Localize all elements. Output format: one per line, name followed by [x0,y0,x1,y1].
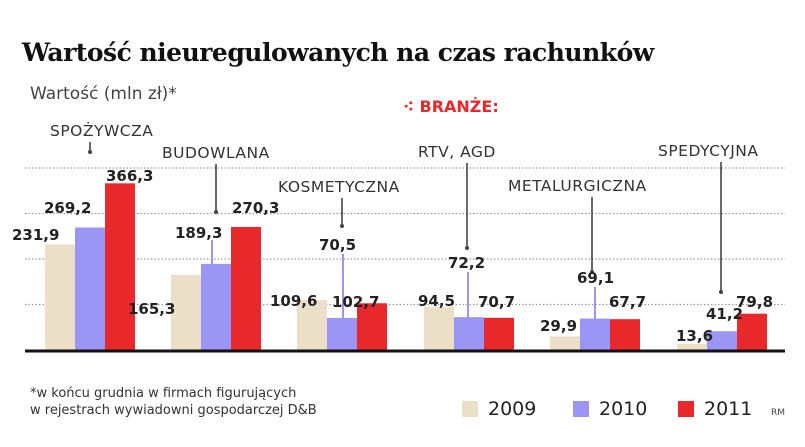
leader-dot [340,224,344,228]
bar-2011 [357,303,387,350]
category-label: METALURGICZNA [508,177,647,195]
value-label-2009: 231,9 [12,226,59,244]
bar-2010 [707,331,737,350]
value-label-2010: 69,1 [577,269,614,287]
legend-label-2011: 2011 [704,398,753,420]
footnote-line-2: w rejestrach wywiadowni gospodarczej D&B [30,403,317,418]
value-label-2011: 79,8 [736,293,773,311]
bar-2009 [550,336,580,350]
bar-2010 [201,263,231,350]
leader-dot [465,246,469,250]
value-label-2010: 189,3 [175,224,222,242]
bar-2009 [424,307,454,350]
legend-label-2009: 2009 [488,398,537,420]
leader-dot [719,290,723,294]
legend-title-text: BRANŻE: [419,97,499,116]
bar-2009 [45,244,75,350]
leader-dot [88,150,92,154]
value-label-2009: 94,5 [418,292,455,310]
category-label: SPOŻYWCZA [50,121,153,140]
bar-2009 [297,300,327,350]
bar-2010 [75,227,105,350]
value-label-2010: 269,2 [44,199,91,217]
value-label-2011: 102,7 [332,293,379,311]
value-label-2010: 72,2 [448,254,485,272]
bar-2011 [105,183,135,350]
bar-2011 [610,319,640,350]
value-label-2010: 70,5 [319,236,356,254]
bar-2009 [677,343,707,350]
value-label-2011: 366,3 [106,167,153,185]
leader-dot [590,270,594,274]
value-label-2009: 165,3 [128,300,175,318]
dots-icon: ⁖ [403,97,420,116]
footnote-line-1: *w końcu grudnia w firmach figurujących [30,386,297,401]
legend-label-2010: 2010 [599,398,648,420]
category-label: KOSMETYCZNA [278,178,400,196]
legend-item-2009: 2009 [462,398,536,420]
leader-dot [214,210,218,214]
legend-swatch-2009 [462,401,478,417]
category-label: SPEDYCYJNA [658,142,758,160]
bar-2010 [580,318,610,350]
value-label-2009: 29,9 [540,317,577,335]
value-label-2011: 70,7 [478,293,515,311]
y-axis-label: Wartość (mln zł)* [30,84,177,104]
chart-title: Wartość nieuregulowanych na czas rachunk… [22,38,654,67]
category-label: BUDOWLANA [162,144,270,162]
category-label: RTV, AGD [418,143,496,161]
bar-2010 [454,317,484,350]
legend-swatch-2010 [573,401,589,417]
bar-2009 [171,274,201,350]
legend-item-2011: 2011 [678,398,752,420]
value-label-2011: 270,3 [232,199,279,217]
bar-2011 [231,227,261,350]
credit: RM [771,408,786,418]
legend-item-2010: 2010 [573,398,647,420]
bar-2011 [737,313,767,350]
bar-2011 [484,317,514,350]
value-label-2009: 13,6 [676,327,713,345]
value-label-2010: 41,2 [706,305,743,323]
value-label-2011: 67,7 [609,293,646,311]
legend-title: ⁖ BRANŻE: [403,97,499,116]
value-label-2009: 109,6 [270,292,317,310]
footnote: *w końcu grudnia w firmach figurujących … [30,385,317,419]
legend-swatch-2011 [678,401,694,417]
